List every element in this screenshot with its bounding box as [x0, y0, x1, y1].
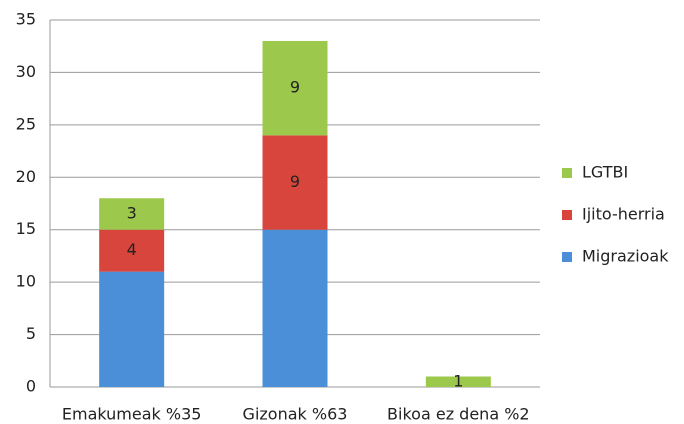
- legend-label: Migrazioak: [582, 247, 669, 266]
- legend-label: LGTBI: [582, 163, 628, 182]
- y-tick-label: 30: [16, 62, 36, 81]
- y-tick-label: 25: [16, 114, 36, 133]
- bar-segment: [99, 229, 165, 272]
- data-label: 3: [127, 203, 137, 222]
- bar-segment: [99, 271, 165, 387]
- x-tick-label: Emakumeak %35: [62, 405, 202, 424]
- x-tick-label: Gizonak %63: [243, 405, 348, 424]
- data-label: 9: [290, 172, 300, 191]
- data-label: 4: [127, 240, 137, 259]
- legend-swatch: [562, 168, 572, 178]
- y-tick-label: 10: [16, 272, 36, 291]
- legend-swatch: [562, 252, 572, 262]
- legend-label: Ijito-herria: [582, 205, 665, 224]
- bar-segment: [262, 40, 328, 136]
- bar-segment: [425, 376, 491, 387]
- data-label: 1: [453, 371, 463, 390]
- bar-segment: [262, 229, 328, 387]
- data-label: 9: [290, 78, 300, 97]
- y-tick-label: 35: [16, 10, 36, 29]
- x-tick-label: Bikoa ez dena %2: [387, 405, 530, 424]
- bar-segment: [99, 198, 165, 230]
- legend-swatch: [562, 210, 572, 220]
- y-tick-label: 15: [16, 219, 36, 238]
- y-tick-label: 20: [16, 167, 36, 186]
- y-tick-label: 5: [26, 324, 36, 343]
- bar-segment: [262, 135, 328, 230]
- y-tick-label: 0: [26, 377, 36, 396]
